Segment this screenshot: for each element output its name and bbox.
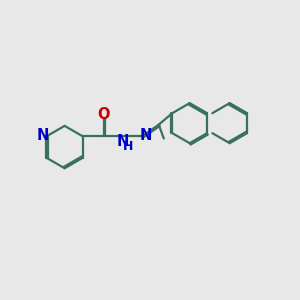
- Text: O: O: [97, 106, 110, 122]
- Text: N: N: [140, 128, 152, 143]
- Text: H: H: [122, 140, 133, 153]
- Text: N: N: [116, 134, 129, 149]
- Text: N: N: [37, 128, 49, 143]
